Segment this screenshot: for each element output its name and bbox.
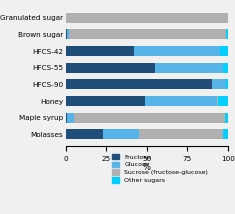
Bar [217,96,218,106]
Bar [66,96,145,106]
Bar [145,96,217,106]
Bar [218,96,228,106]
Bar [67,29,69,39]
Bar [220,46,228,56]
Bar [226,29,228,39]
X-axis label: %: % [143,163,151,172]
Bar [74,113,225,123]
Bar [66,46,134,56]
Bar [66,29,67,39]
Legend: Fructose, Glucose, Sucrose (fructose-glucose), Other sugars: Fructose, Glucose, Sucrose (fructose-glu… [110,151,211,186]
Bar [67,113,74,123]
Bar [66,113,67,123]
Bar [66,13,228,23]
Bar [212,79,226,89]
Bar [223,63,228,73]
Bar [155,63,223,73]
Bar [225,113,228,123]
Bar [223,129,228,140]
Bar [66,129,103,140]
Bar [69,29,226,39]
Bar [66,63,155,73]
Bar [139,129,223,140]
Bar [66,79,212,89]
Bar [103,129,139,140]
Bar [134,46,220,56]
Bar [226,79,228,89]
